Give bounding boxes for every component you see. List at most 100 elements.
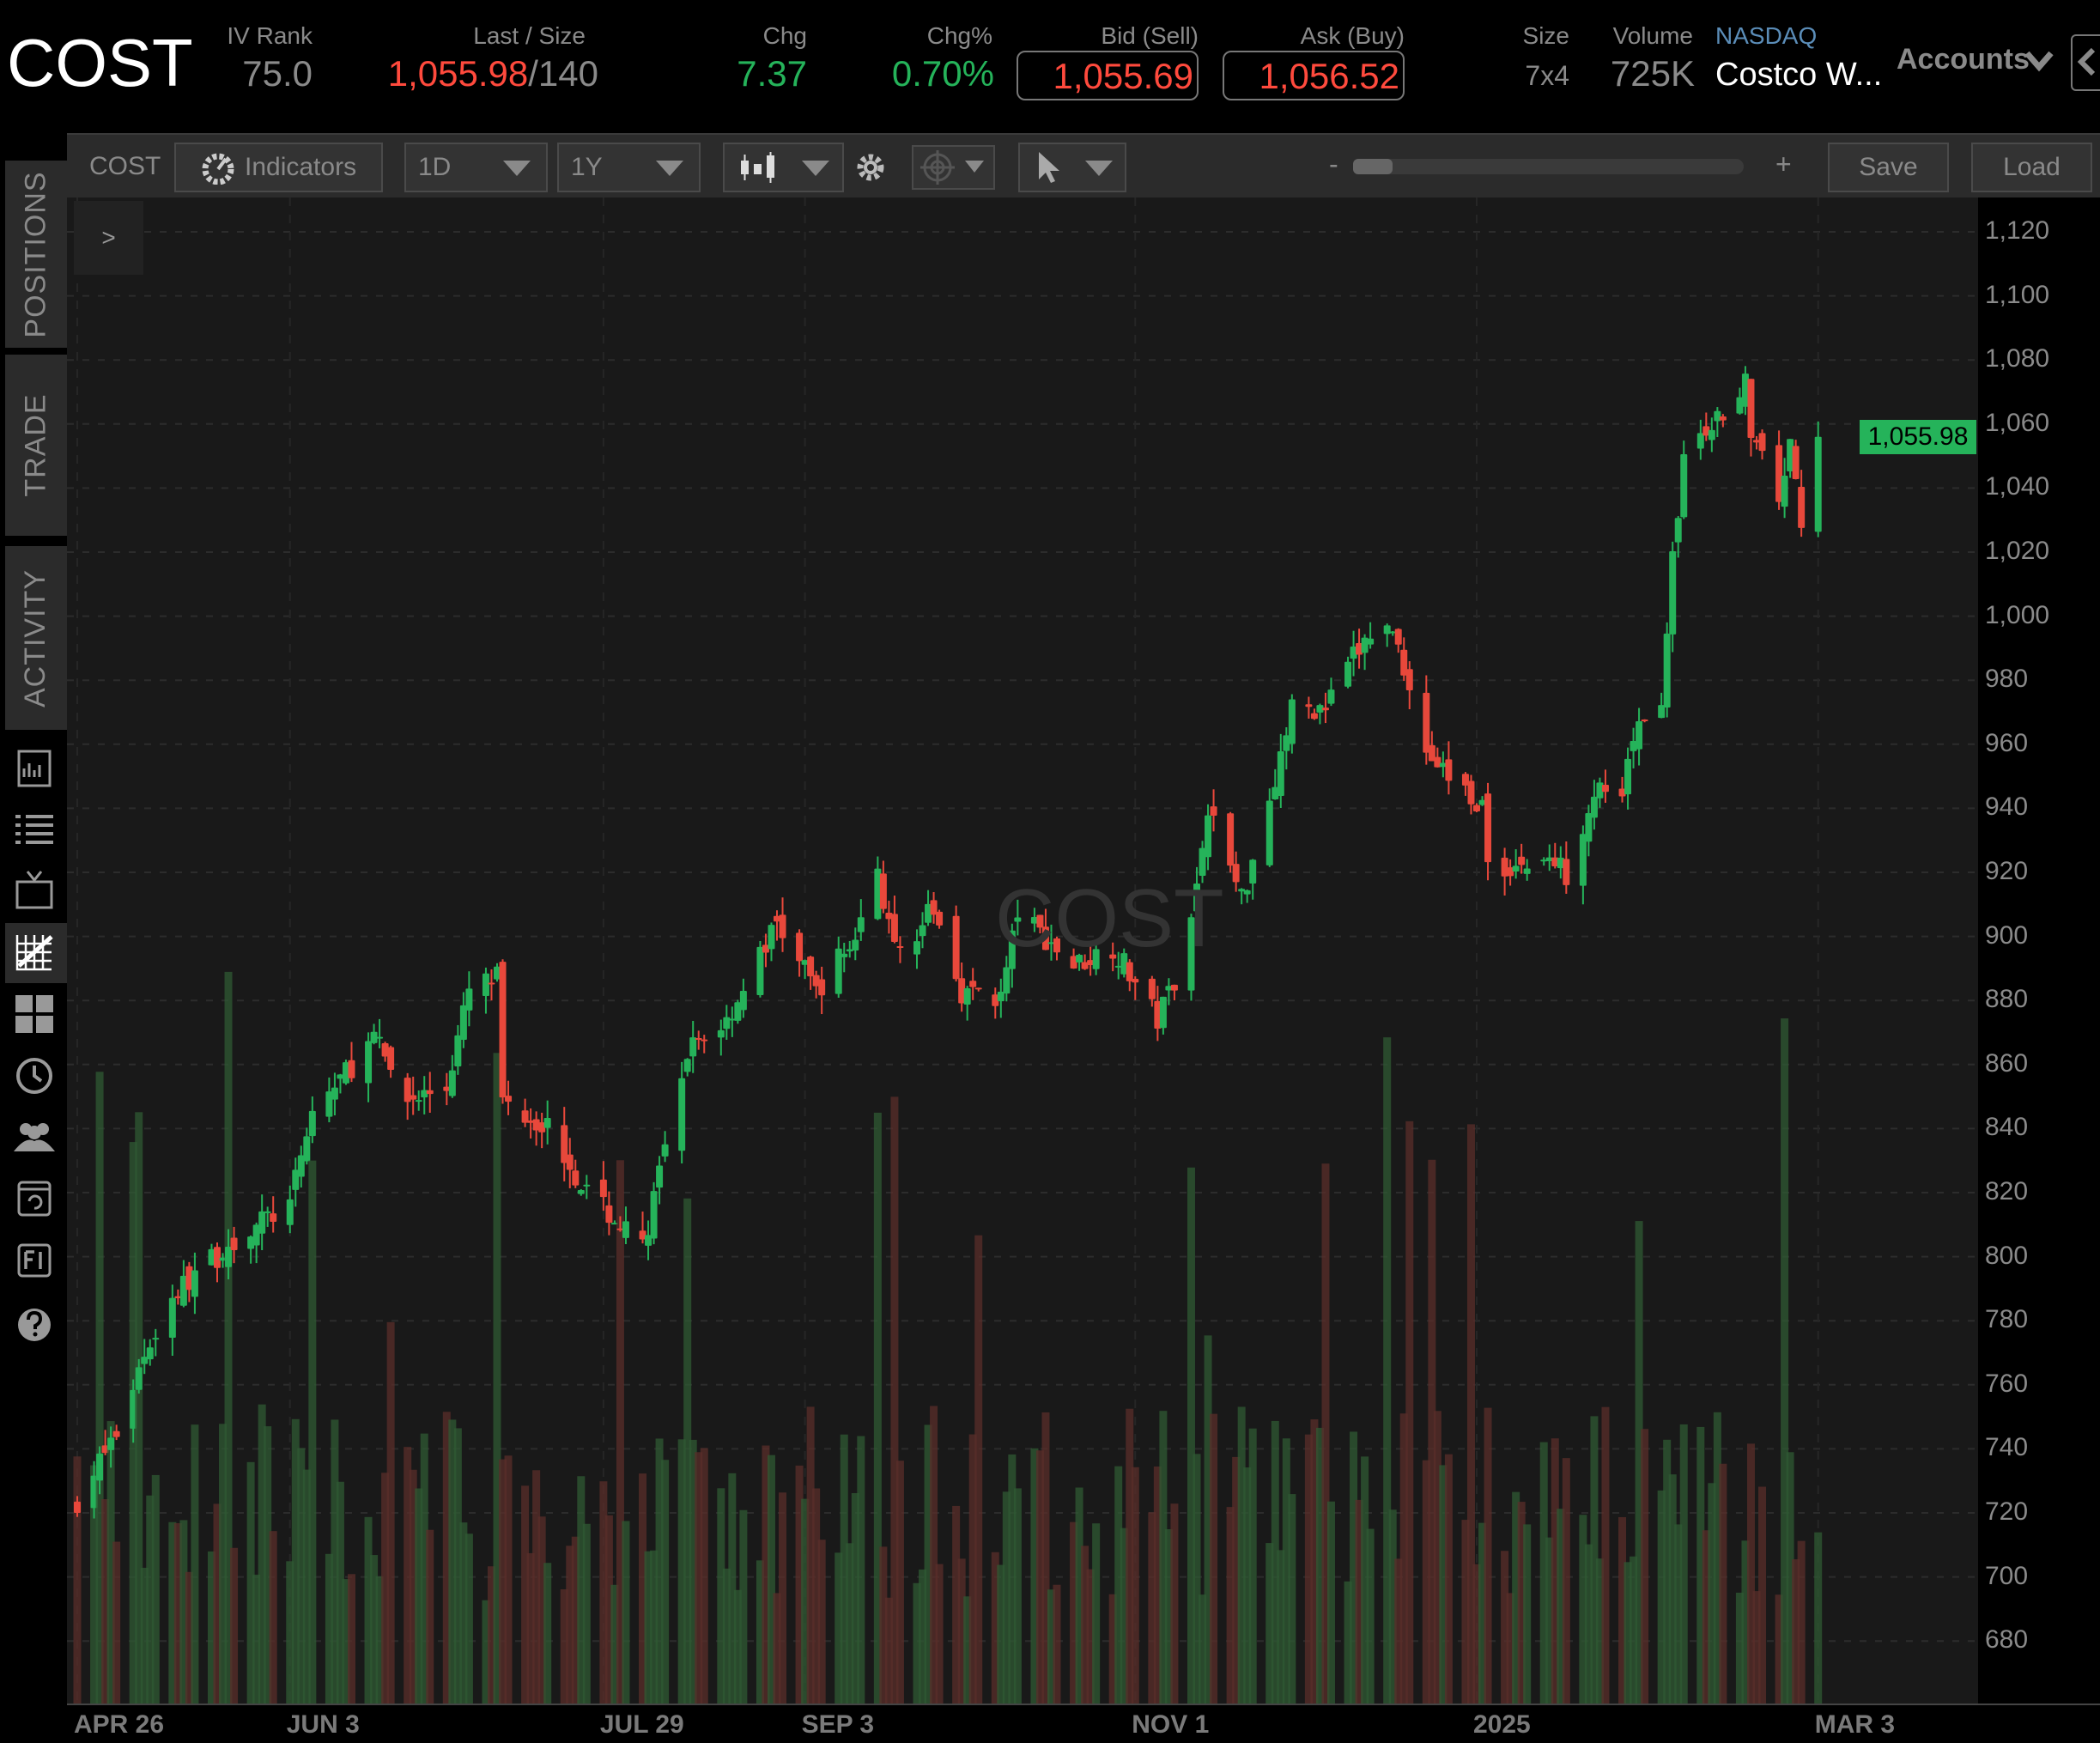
volume-bar (857, 1436, 865, 1704)
tab-label: POSITIONS (19, 170, 52, 338)
volume-bar (1584, 1544, 1593, 1704)
volume-bar (370, 1555, 379, 1704)
volume-bar (1595, 1558, 1604, 1704)
bid-button[interactable]: 1,055.69 (1017, 51, 1199, 100)
volume-bar (1405, 1120, 1414, 1704)
volume-bar (101, 1498, 110, 1704)
chart-grid-icon[interactable] (12, 930, 57, 975)
volume-bar (1472, 1564, 1481, 1704)
volume-bar (302, 1469, 311, 1704)
volume-bar (604, 1515, 613, 1704)
volume-bar (1394, 1558, 1403, 1704)
save-button[interactable]: Save (1828, 143, 1949, 192)
volume-bar (297, 1448, 306, 1704)
volume-bar (835, 1552, 843, 1704)
volume-bar (537, 1516, 546, 1704)
aggregation-dropdown[interactable]: 1D (404, 143, 548, 192)
volume-bar (1679, 1424, 1688, 1704)
candle-body (768, 925, 775, 950)
help-icon[interactable] (12, 1303, 57, 1347)
candle-body (1523, 868, 1531, 874)
volume-bar (1422, 1460, 1430, 1704)
candle-body (387, 1047, 395, 1070)
gear-icon[interactable] (853, 150, 888, 185)
chart-type-dropdown[interactable] (723, 143, 844, 192)
candle-body (1210, 806, 1217, 816)
candle-body (1747, 379, 1755, 438)
candle-body (1316, 705, 1324, 713)
zoom-in-button[interactable]: + (1775, 149, 1792, 179)
volume-bar (1428, 1159, 1436, 1704)
tv-icon[interactable] (12, 868, 57, 913)
last-price-tag: 1,055.98 (1860, 419, 1976, 454)
date-tick-label: JUN 3 (286, 1710, 360, 1739)
volume-bar (851, 1492, 859, 1704)
indicators-button[interactable]: Indicators (174, 143, 383, 192)
candle-body (303, 1136, 311, 1162)
calendar-refresh-icon[interactable] (12, 1175, 57, 1220)
volume-bar (224, 971, 233, 1704)
cursor-dropdown[interactable] (1018, 143, 1126, 192)
tab-trade[interactable]: TRADE (5, 355, 67, 536)
candle-body (1070, 956, 1077, 969)
grid-icon[interactable] (12, 992, 57, 1036)
candle-body (331, 1087, 338, 1100)
crosshair-dropdown[interactable] (912, 145, 995, 190)
volume-bar (1344, 1581, 1352, 1704)
dropdown-arrow-icon (965, 161, 984, 173)
list-icon[interactable] (12, 808, 57, 853)
zoom-slider[interactable] (1353, 159, 1744, 174)
volume-bar (1047, 1589, 1055, 1704)
price-tick-label: 980 (1985, 665, 2029, 694)
candle-body (1641, 719, 1648, 721)
volume-bar (644, 1551, 652, 1704)
candle-body (1394, 629, 1402, 645)
volume-bar (464, 1533, 473, 1704)
candle-body (678, 1078, 686, 1151)
volume-bar (655, 1438, 664, 1704)
price-axis: 1,120 1,100 1,080 1,060 1,040 1,020 1,000 980 96… (1978, 197, 2100, 1704)
zoom-out-button[interactable]: - (1329, 149, 1338, 179)
volume-bar (1388, 1509, 1397, 1704)
people-icon[interactable] (12, 1115, 57, 1160)
candle-body (925, 903, 932, 923)
candle-body (1545, 857, 1553, 861)
candle-body (1405, 669, 1413, 690)
volume-bar (1226, 1507, 1235, 1704)
candle-body (969, 981, 977, 987)
volume-bar (1478, 1522, 1487, 1704)
volume-bar (1315, 1427, 1324, 1704)
candle-body (1288, 699, 1296, 744)
date-tick-label: APR 26 (74, 1710, 165, 1739)
candle-body (1389, 631, 1397, 634)
candle-body (1356, 642, 1363, 655)
chevron-down-icon[interactable] (2024, 50, 2054, 72)
accounts-dropdown[interactable]: Accounts (1897, 43, 2030, 76)
volume-bar (1708, 1483, 1716, 1704)
ask-button[interactable]: 1,056.52 (1223, 51, 1405, 100)
fi-icon[interactable] (12, 1238, 57, 1283)
load-button[interactable]: Load (1971, 143, 2092, 192)
candlestick-chart[interactable] (67, 197, 1978, 1704)
volume-bar (806, 1406, 815, 1704)
zoom-slider-thumb[interactable] (1353, 159, 1393, 174)
volume-bar (812, 1488, 821, 1704)
collapse-header-button[interactable] (2071, 34, 2100, 91)
tab-positions[interactable]: POSITIONS (5, 161, 67, 348)
toolbar-symbol[interactable]: COST (89, 152, 161, 180)
price-tick-label: 800 (1985, 1241, 2029, 1270)
clock-history-icon[interactable] (12, 1054, 57, 1098)
volume-bar (1719, 1463, 1727, 1704)
volume-bar (1444, 1454, 1453, 1704)
candle-body (325, 1091, 333, 1117)
price-tick-label: 700 (1985, 1561, 2029, 1590)
candle-body (1624, 758, 1632, 795)
range-dropdown[interactable]: 1Y (557, 143, 701, 192)
expand-panel-button[interactable]: > (74, 201, 143, 275)
chart-box-icon[interactable] (12, 746, 57, 791)
candle-body (1596, 782, 1604, 799)
tab-activity[interactable]: ACTIVITY (5, 546, 67, 730)
price-chart[interactable]: COST > (67, 197, 1978, 1704)
volume-bar (286, 1561, 294, 1704)
candle-body (421, 1090, 428, 1098)
